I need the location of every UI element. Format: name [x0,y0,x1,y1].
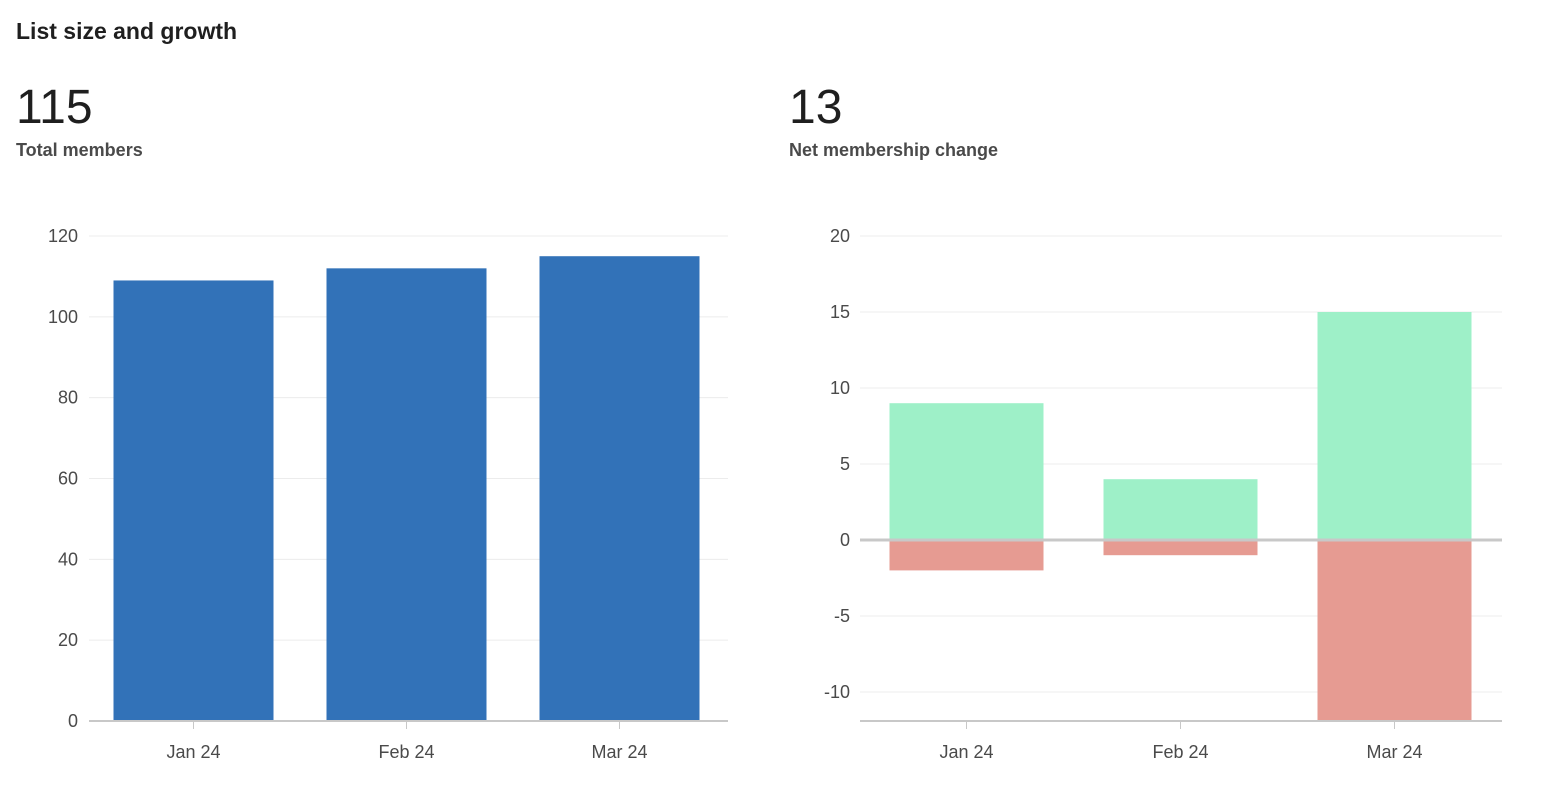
gain-bar-feb-24 [1103,479,1258,540]
y-tick-label: -10 [824,682,850,702]
net-change-label: Net membership change [789,140,999,160]
y-tick-label: -5 [834,606,850,626]
bar-jan-24 [113,280,274,721]
y-tick-label: 40 [58,549,78,569]
gain-bar-mar-24 [1317,312,1472,540]
y-tick-label: 120 [48,226,78,246]
total-members-label: Total members [16,140,143,160]
y-tick-label: 80 [58,388,78,408]
y-tick-label: 15 [830,302,850,322]
gain-bar-jan-24 [889,403,1044,540]
y-tick-label: 10 [830,378,850,398]
net-change-value: 13 [789,81,843,134]
x-tick-label: Mar 24 [1366,742,1422,762]
total-members-value: 115 [16,81,93,134]
net-change-stat: 13 Net membership change [789,82,998,161]
bar-mar-24 [539,256,700,721]
y-tick-label: 0 [68,711,78,731]
x-tick-label: Mar 24 [591,742,647,762]
loss-bar-feb-24 [1103,540,1258,556]
section-title: List size and growth [16,18,238,44]
total-members-chart: 0 20 40 60 80 100 120 Jan 24 Feb 24 Mar 24 [48,226,728,762]
y-tick-label: 60 [58,469,78,489]
y-tick-label: 5 [840,454,850,474]
y-tick-label: 0 [840,530,850,550]
x-tick-label: Jan 24 [939,742,993,762]
loss-bar-mar-24 [1317,540,1472,721]
x-tick-label: Feb 24 [378,742,434,762]
y-tick-label: 100 [48,307,78,327]
bar-feb-24 [326,268,487,721]
total-members-stat: 115 Total members [16,82,143,161]
loss-bar-jan-24 [889,540,1044,571]
x-tick-label: Jan 24 [166,742,220,762]
x-tick-label: Feb 24 [1152,742,1208,762]
y-tick-label: 20 [58,630,78,650]
y-tick-label: 20 [830,226,850,246]
